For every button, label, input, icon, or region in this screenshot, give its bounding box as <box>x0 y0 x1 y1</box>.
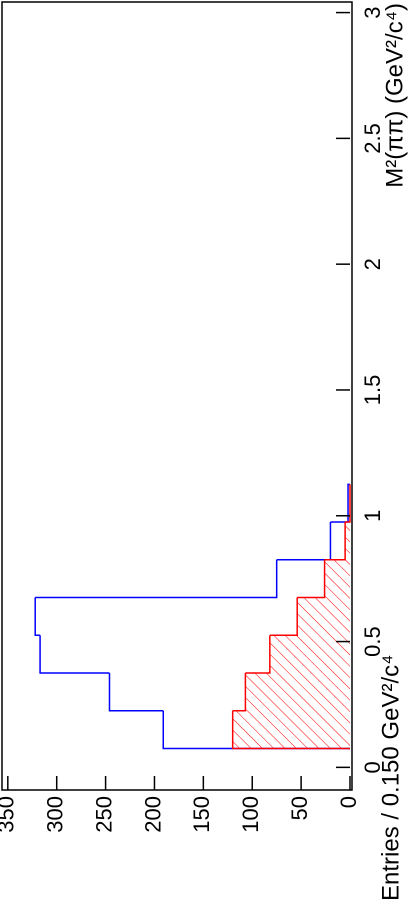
histogram-step <box>245 635 271 674</box>
x-tick-label: 3 <box>360 6 385 18</box>
histogram-step <box>269 597 298 637</box>
x-axis-label: M²(ππ) (GeV²/c⁴) <box>381 3 408 188</box>
y-tick-label: 100 <box>238 796 263 833</box>
histogram-step <box>324 522 346 561</box>
y-tick-label: 200 <box>140 796 165 833</box>
plot-frame <box>1 1 353 791</box>
hatch-fill <box>297 597 350 636</box>
histogram-step <box>276 522 332 561</box>
x-tick-label: 0 <box>360 761 385 773</box>
hatch-fill <box>232 710 350 749</box>
histogram-step <box>34 597 41 637</box>
y-tick-label: 250 <box>91 796 116 833</box>
hatch-fill <box>245 673 351 711</box>
histogram-step <box>330 483 350 523</box>
y-tick-label: 300 <box>43 796 68 833</box>
hatch-fill <box>345 522 350 560</box>
y-axis-label: Entries / 0.150 GeV²/c⁴ <box>377 655 404 901</box>
y-tick-label: 350 <box>0 796 19 833</box>
histogram-step <box>232 673 247 712</box>
x-tick-label: 0.5 <box>360 626 385 657</box>
y-tick-label: 150 <box>189 796 214 833</box>
histogram-step <box>39 635 110 674</box>
x-tick-label: 1 <box>360 510 385 522</box>
histogram-step <box>297 559 326 599</box>
y-tick-label: 0 <box>336 796 361 808</box>
histogram-step <box>345 484 351 523</box>
hatch-fill <box>324 559 350 598</box>
hatch-fill <box>269 635 350 674</box>
histogram-step <box>35 559 278 599</box>
y-tick-label: 50 <box>287 796 312 820</box>
x-tick-label: 1.5 <box>360 375 385 406</box>
x-tick-label: 2 <box>360 258 385 270</box>
x-tick-label: 2.5 <box>360 123 385 154</box>
histogram-step <box>231 710 350 750</box>
histogram-step <box>108 673 164 712</box>
